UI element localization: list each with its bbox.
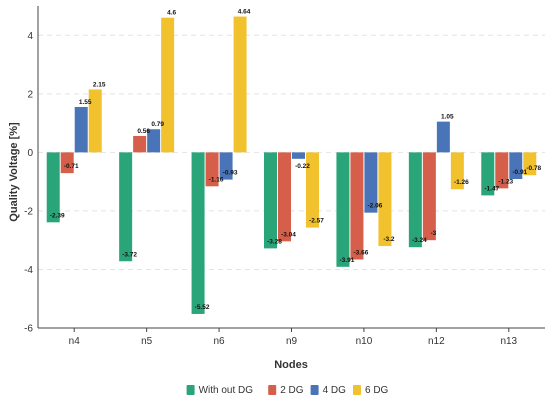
data-label-n9-2-dg: -3.04 xyxy=(281,231,296,238)
data-label-n5-6-dg: 4.6 xyxy=(167,10,176,17)
bars xyxy=(46,16,537,314)
y-tick-label: -2 xyxy=(24,206,33,217)
data-label-n12-4-dg: 1.05 xyxy=(441,114,454,121)
bar-n12-2-dg xyxy=(422,152,436,241)
data-label-n10-with-out-dg: -3.91 xyxy=(340,257,355,264)
x-tick-label-n5: n5 xyxy=(141,336,153,347)
bar-n4-with-out-dg xyxy=(46,152,60,223)
data-label-n12-6-dg: -1.26 xyxy=(454,179,469,186)
bar-n12-6-dg xyxy=(450,152,464,190)
bar-n4-2-dg xyxy=(60,152,74,174)
data-label-n10-4-dg: -2.06 xyxy=(368,203,383,210)
data-label-n13-with-out-dg: -1.47 xyxy=(484,185,499,192)
legend-label-0: With out DG xyxy=(199,385,254,396)
gridlines xyxy=(38,34,545,329)
bar-n9-4-dg xyxy=(292,152,305,159)
data-label-n4-4-dg: 1.55 xyxy=(79,99,92,106)
bar-n9-6-dg xyxy=(306,152,319,228)
data-label-n4-6-dg: 2.15 xyxy=(93,81,106,88)
data-label-n6-6-dg: 4.64 xyxy=(238,9,251,16)
bar-n13-2-dg xyxy=(495,152,509,189)
data-label-n5-2-dg: 0.56 xyxy=(137,128,150,135)
bar-n10-6-dg xyxy=(378,152,392,247)
bar-n5-4-dg xyxy=(147,129,161,153)
bar-n9-with-out-dg xyxy=(264,152,277,249)
x-tick-label-n12: n12 xyxy=(428,336,445,347)
bar-n12-with-out-dg xyxy=(408,152,422,248)
x-tick-label-n9: n9 xyxy=(286,336,298,347)
data-label-n9-6-dg: -2.57 xyxy=(309,218,324,225)
data-label-n12-2-dg: -3 xyxy=(430,230,436,237)
bar-n6-4-dg xyxy=(219,152,233,180)
x-tick-label-n6: n6 xyxy=(214,336,226,347)
data-label-n4-2-dg: -0.71 xyxy=(64,163,79,170)
bar-n6-6-dg xyxy=(233,16,247,153)
x-axis-title: Nodes xyxy=(274,359,308,371)
legend-swatch-1 xyxy=(268,385,277,395)
bar-n6-2-dg xyxy=(205,152,219,187)
data-label-n9-with-out-dg: -3.28 xyxy=(267,238,282,245)
y-tick-label: 2 xyxy=(27,89,33,100)
data-label-n10-2-dg: -3.66 xyxy=(354,250,369,257)
bar-n13-with-out-dg xyxy=(481,152,495,196)
bar-n13-6-dg xyxy=(523,152,537,176)
x-tick-label-n10: n10 xyxy=(356,336,373,347)
data-label-n4-with-out-dg: -2.39 xyxy=(50,212,65,219)
legend: With out DG 2 DG 4 DG 6 DG xyxy=(186,385,389,396)
bar-n5-with-out-dg xyxy=(119,152,133,262)
axes: -6 -4 -2 0 2 4 n4 n5 n6 n9 n10 n12 n13 xyxy=(24,6,545,347)
bar-n10-with-out-dg xyxy=(336,152,350,267)
data-label-n13-4-dg: -0.91 xyxy=(512,169,527,176)
data-labels: -2.39 -0.71 1.55 2.15 -3.72 0.560.79 4.6 -5.52 -… xyxy=(50,9,542,311)
bar-n4-4-dg xyxy=(74,106,88,153)
x-tick-label-n4: n4 xyxy=(69,336,81,347)
bar-n5-2-dg xyxy=(133,135,147,153)
data-label-n5-4-dg: 0.79 xyxy=(151,121,164,128)
legend-label-2: 4 DG xyxy=(323,385,347,396)
bar-n12-4-dg xyxy=(436,121,450,153)
bar-n4-6-dg xyxy=(88,89,102,153)
data-label-n5-with-out-dg: -3.72 xyxy=(122,251,137,258)
legend-label-3: 6 DG xyxy=(365,385,389,396)
bar-n5-6-dg xyxy=(161,17,175,153)
data-label-n6-2-dg: -1.16 xyxy=(209,176,224,183)
legend-swatch-0 xyxy=(186,385,195,395)
y-tick-label: 0 xyxy=(27,148,33,159)
legend-label-1: 2 DG xyxy=(280,385,304,396)
bar-n6-with-out-dg xyxy=(191,152,205,314)
y-tick-label: -4 xyxy=(24,265,33,276)
data-label-n6-4-dg: -0.93 xyxy=(223,170,238,177)
x-tick-label-n13: n13 xyxy=(500,336,517,347)
legend-swatch-2 xyxy=(310,385,319,395)
bar-n10-2-dg xyxy=(350,152,364,260)
bar-n13-4-dg xyxy=(509,152,523,180)
data-label-n13-6-dg: -0.78 xyxy=(526,165,541,172)
y-tick-label: -6 xyxy=(24,324,33,335)
legend-swatch-3 xyxy=(353,385,361,395)
y-tick-label: 4 xyxy=(27,31,33,42)
y-axis-title: Quality Voltage [%] xyxy=(8,122,20,222)
bar-n9-2-dg xyxy=(278,152,291,242)
bar-n10-4-dg xyxy=(364,152,378,213)
data-label-n13-2-dg: -1.23 xyxy=(498,178,513,185)
data-label-n6-with-out-dg: -5.52 xyxy=(195,304,210,311)
data-label-n12-with-out-dg: -3.24 xyxy=(412,237,427,244)
data-label-n9-4-dg: -0.22 xyxy=(295,163,310,170)
data-label-n10-6-dg: -3.2 xyxy=(383,236,395,243)
